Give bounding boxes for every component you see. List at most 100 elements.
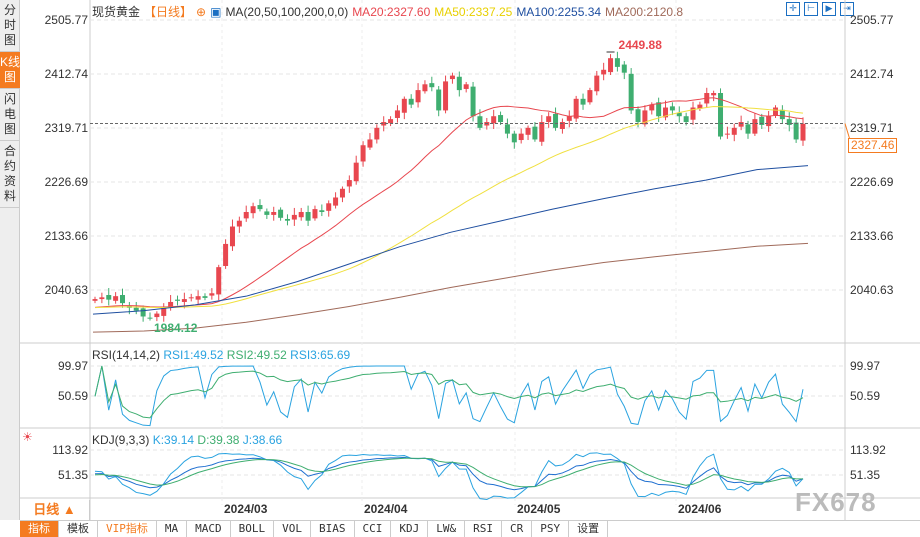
candle-body: [504, 124, 510, 134]
candle-body: [147, 317, 153, 319]
indicator-tab-2[interactable]: VIP指标: [98, 521, 157, 537]
candle-body: [498, 115, 504, 123]
candle-body: [388, 119, 394, 124]
period-button[interactable]: 日线 ▲: [20, 500, 90, 520]
current-price-badge: 2327.46: [848, 138, 898, 153]
sun-icon[interactable]: ☀: [22, 430, 33, 444]
candle-body: [305, 212, 311, 221]
candle-body: [477, 116, 483, 128]
rsi-tick-left: 99.97: [57, 359, 88, 373]
kdj-k: K:39.14: [152, 433, 195, 447]
sidebar-tab-0[interactable]: 分时图: [0, 0, 20, 52]
crosshair-icon[interactable]: ✛: [786, 2, 800, 16]
play-icon[interactable]: ▶: [822, 2, 836, 16]
kdj-tick-left: 113.92: [52, 443, 88, 457]
candle-body: [470, 86, 476, 117]
indicator-tab-5[interactable]: BOLL: [231, 521, 275, 537]
sidebar-tab-2[interactable]: 闪电图: [0, 89, 20, 141]
indicator-tab-6[interactable]: VOL: [274, 521, 311, 537]
candle-body: [463, 84, 469, 89]
candle-body: [408, 98, 414, 105]
kdj-tick-right: 113.92: [850, 443, 886, 457]
indicator-tab-9[interactable]: KDJ: [391, 521, 429, 537]
kdj-d: D:39.38: [197, 433, 240, 447]
target-icon[interactable]: ⊕: [196, 5, 207, 19]
candle-body: [628, 73, 634, 111]
candle-body: [718, 93, 724, 137]
candle-body: [168, 301, 174, 308]
candle-body: [559, 122, 565, 129]
candle-body: [546, 116, 552, 123]
candle-body: [278, 209, 284, 218]
instrument-title: 现货黄金: [92, 5, 141, 19]
kdj-j-line: [94, 452, 804, 501]
candle-body: [800, 123, 806, 141]
candle-body: [779, 109, 785, 120]
candle-body: [133, 307, 139, 311]
rsi-tick-right: 50.59: [850, 389, 881, 403]
candle-body: [539, 122, 545, 142]
ma-label[interactable]: MA(20,50,100,200,0,0): [225, 5, 349, 19]
candle-body: [766, 116, 772, 127]
sidebar-tab-1[interactable]: K线图: [0, 52, 20, 89]
indicator-tab-0[interactable]: 指标: [20, 521, 59, 537]
candle-body: [360, 145, 366, 162]
rsi1-line: [94, 365, 804, 427]
indicator-tab-12[interactable]: CR: [502, 521, 533, 537]
candle-body: [223, 243, 229, 266]
candle-body: [284, 218, 290, 221]
exit-icon[interactable]: ⇥: [840, 2, 854, 16]
price-tick-left: 2226.69: [44, 174, 88, 189]
candle-body: [291, 214, 297, 220]
candle-body: [436, 89, 442, 111]
indicator-tab-11[interactable]: RSI: [465, 521, 502, 537]
ma200-value: MA200:2120.8: [605, 5, 684, 19]
kdj-label: KDJ(9,3,3): [92, 433, 150, 447]
indicator-tab-7[interactable]: BIAS: [311, 521, 355, 537]
indicator-tab-8[interactable]: CCI: [355, 521, 392, 537]
candle-body: [608, 58, 614, 73]
candle-body: [518, 133, 524, 141]
rsi2-line: [94, 365, 804, 419]
candle-body: [161, 307, 167, 316]
candle-body: [422, 84, 428, 92]
ma50-value: MA50:2337.25: [434, 5, 513, 19]
candle-body: [711, 93, 717, 96]
low-price-label: 1984.12: [153, 320, 198, 335]
indicator-tab-4[interactable]: MACD: [187, 521, 231, 537]
rsi-tick-right: 99.97: [850, 359, 881, 373]
indicator-tab-14[interactable]: 设置: [569, 521, 609, 537]
indicator-tab-13[interactable]: PSY: [532, 521, 570, 537]
candle-body: [415, 90, 421, 103]
indicator-tab-10[interactable]: LW&: [428, 521, 466, 537]
kdj-legend: KDJ(9,3,3) K:39.14 D:39.38 J:38.66: [92, 433, 282, 447]
candle-body: [731, 127, 737, 135]
zoom-range-icon[interactable]: ⊢: [804, 2, 818, 16]
candle-body: [601, 69, 607, 75]
candle-body: [312, 209, 318, 219]
candle-body: [580, 98, 586, 105]
kdj-tick-right: 51.35: [850, 468, 881, 482]
sidebar-tab-3[interactable]: 合约资料: [0, 141, 20, 208]
ma100-line: [92, 165, 809, 315]
price-tick-right: 2133.66: [850, 228, 894, 243]
rsi1-value: RSI1:49.52: [163, 348, 224, 362]
candle-body: [663, 107, 669, 118]
indicator-tab-1[interactable]: 模板: [59, 521, 98, 537]
candle-body: [298, 212, 304, 218]
candle-body: [140, 308, 146, 317]
candle-body: [532, 126, 538, 140]
candle-body: [566, 116, 572, 121]
candle-body: [511, 133, 517, 143]
ma20-line: [94, 97, 804, 308]
candle-body: [614, 58, 620, 67]
rsi-tick-left: 50.59: [57, 389, 88, 403]
candle-body: [333, 197, 339, 206]
indicator-tab-3[interactable]: MA: [157, 521, 188, 537]
candle-body: [99, 297, 105, 300]
candle-body: [429, 83, 435, 88]
chart-icon[interactable]: ▣: [210, 5, 222, 19]
period-label[interactable]: 【日线】: [144, 5, 193, 19]
candle-body: [649, 104, 655, 111]
